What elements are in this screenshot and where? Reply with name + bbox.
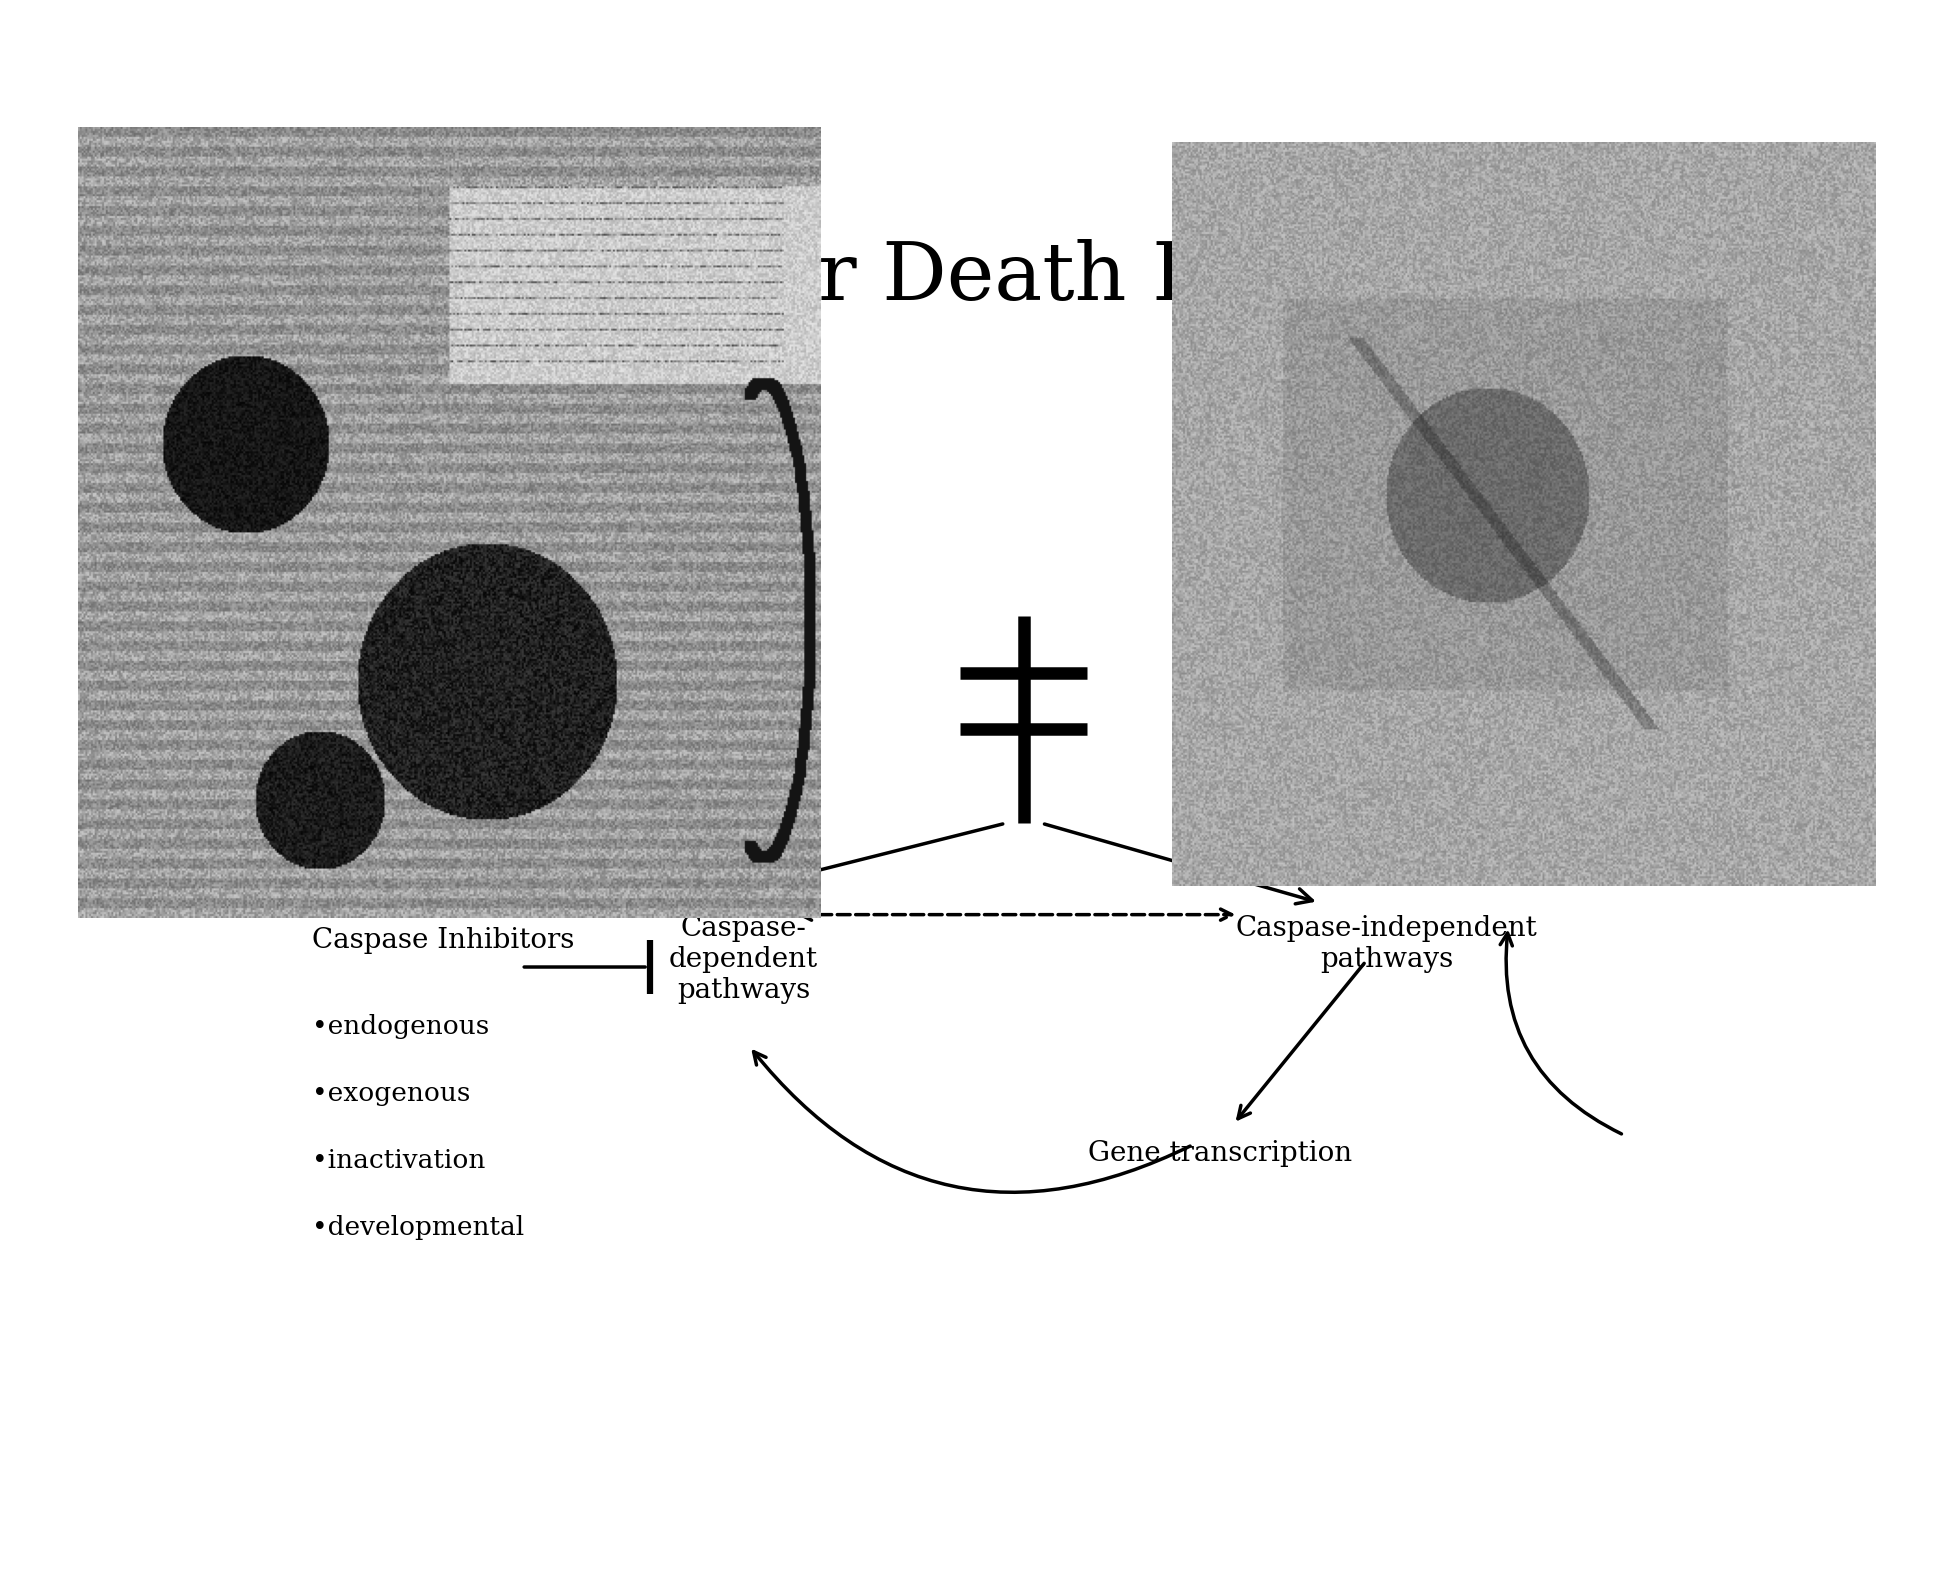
Text: Caspase Inhibitors: Caspase Inhibitors (312, 927, 574, 954)
Text: Caspase-
dependent
pathways: Caspase- dependent pathways (670, 914, 818, 1005)
Text: •developmental: •developmental (312, 1215, 523, 1240)
Text: •inactivation: •inactivation (312, 1149, 486, 1172)
Text: Caspase-independent
pathways: Caspase-independent pathways (1236, 914, 1537, 973)
Text: Death or Death Decision: Death or Death Decision (500, 239, 1502, 316)
Text: •exogenous: •exogenous (312, 1081, 471, 1106)
Text: •endogenous: •endogenous (312, 1014, 490, 1039)
Text: Gene transcription: Gene transcription (1088, 1141, 1351, 1168)
